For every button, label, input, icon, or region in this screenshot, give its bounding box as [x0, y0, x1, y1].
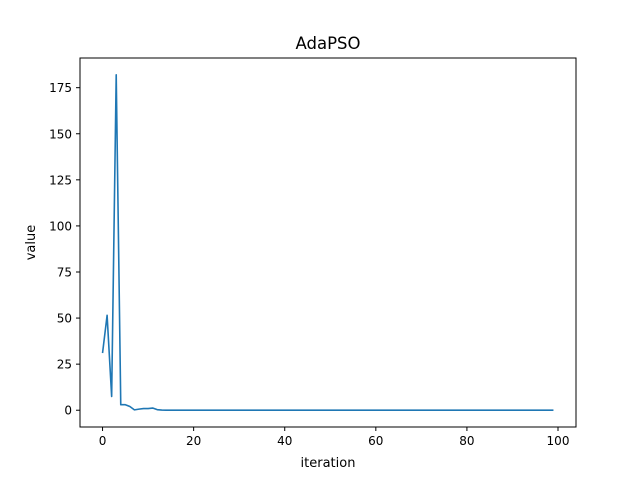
x-tick-label: 60	[368, 434, 383, 448]
y-tick-label: 175	[49, 81, 72, 95]
y-axis-label: value	[24, 225, 39, 261]
x-tick-label: 20	[186, 434, 201, 448]
y-tick-label: 0	[64, 404, 72, 418]
y-tick-label: 50	[57, 312, 72, 326]
x-tick-label: 80	[459, 434, 474, 448]
y-tick-label: 75	[57, 265, 72, 279]
x-tick-label: 40	[277, 434, 292, 448]
y-tick-label: 150	[49, 127, 72, 141]
y-tick-label: 25	[57, 358, 72, 372]
series-layer	[101, 73, 554, 411]
x-tick-label: 0	[99, 434, 107, 448]
y-tick-label: 125	[49, 173, 72, 187]
y-axis-ticks: 0 25 50 75 100 125 150 175	[49, 81, 80, 418]
y-tick-label: 100	[49, 219, 72, 233]
x-tick-label: 100	[547, 434, 570, 448]
chart-title: AdaPSO	[296, 34, 361, 53]
x-axis-label: iteration	[301, 456, 356, 471]
x-axis-ticks: 0 20 40 60 80 100	[99, 427, 570, 448]
series-line	[101, 73, 554, 411]
plot-frame	[79, 57, 577, 428]
